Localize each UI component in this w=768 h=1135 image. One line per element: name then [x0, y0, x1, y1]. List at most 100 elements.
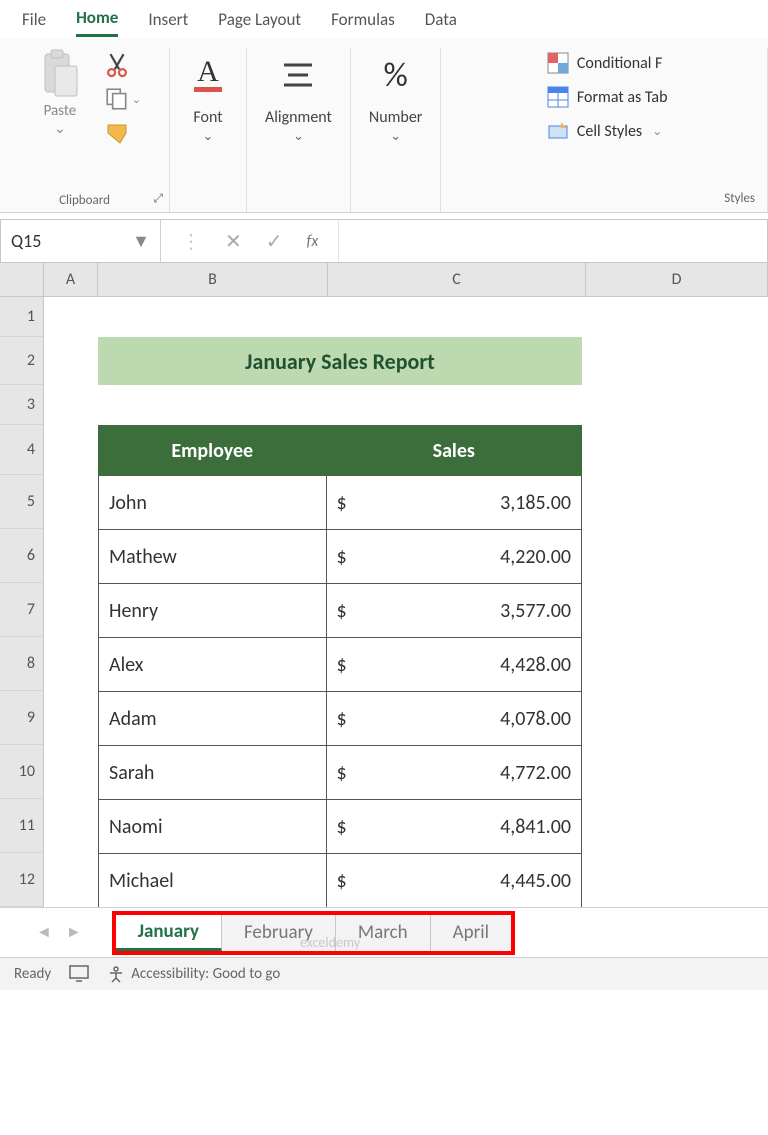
cell-sales[interactable]: $4,220.00	[326, 530, 581, 584]
group-label-number: Number	[369, 108, 422, 127]
sheet-tab-march[interactable]: March	[336, 915, 431, 951]
conditional-formatting-button[interactable]: Conditional F	[547, 52, 668, 74]
table-row: Adam$4,078.00	[99, 692, 582, 746]
row-header[interactable]: 7	[0, 583, 43, 637]
menu-tabs: File Home Insert Page Layout Formulas Data	[0, 0, 768, 38]
chevron-down-icon: ⌄	[203, 129, 214, 144]
table-header-sales: Sales	[326, 426, 581, 476]
spreadsheet-grid: A B C D 123456789101112 January Sales Re…	[0, 263, 768, 907]
cell-sales[interactable]: $3,577.00	[326, 584, 581, 638]
menu-tab-home[interactable]: Home	[76, 1, 118, 37]
ribbon-group-alignment[interactable]: Alignment ⌄	[247, 48, 351, 212]
menu-tab-file[interactable]: File	[22, 3, 46, 36]
fx-icon[interactable]: fx	[307, 232, 319, 251]
cell-employee[interactable]: Alex	[99, 638, 327, 692]
row-header[interactable]: 12	[0, 853, 43, 907]
cancel-icon[interactable]: ✕	[225, 229, 242, 254]
ribbon-group-styles: Conditional F Format as Tab Cell Styles …	[441, 48, 768, 212]
group-label-font: Font	[193, 108, 222, 127]
cell-employee[interactable]: John	[99, 476, 327, 530]
cell-sales[interactable]: $4,428.00	[326, 638, 581, 692]
chevron-down-icon: ⌄	[390, 129, 401, 144]
format-as-table-label: Format as Tab	[577, 88, 668, 107]
select-all-corner[interactable]	[0, 263, 44, 296]
row-header[interactable]: 2	[0, 337, 43, 385]
cell-sales[interactable]: $4,078.00	[326, 692, 581, 746]
column-header[interactable]: B	[98, 263, 328, 296]
row-header[interactable]: 10	[0, 745, 43, 799]
ribbon-group-number[interactable]: % Number ⌄	[351, 48, 441, 212]
name-box[interactable]: Q15 ▼	[1, 220, 161, 262]
table-row: Michael$4,445.00	[99, 854, 582, 908]
menu-tab-formulas[interactable]: Formulas	[331, 3, 395, 36]
chevron-down-icon: ⌄	[54, 120, 66, 137]
conditional-formatting-icon	[547, 52, 569, 74]
ribbon: Paste ⌄ ⌄	[0, 38, 768, 213]
sheet-tab-january[interactable]: January	[116, 915, 222, 951]
column-header[interactable]: C	[328, 263, 586, 296]
table-row: Naomi$4,841.00	[99, 800, 582, 854]
ribbon-group-clipboard: Paste ⌄ ⌄	[0, 48, 170, 212]
sheet-nav-next-icon[interactable]: ►	[66, 923, 82, 942]
cell-styles-icon	[547, 120, 569, 142]
cell-sales[interactable]: $4,445.00	[326, 854, 581, 908]
row-header[interactable]: 8	[0, 637, 43, 691]
row-header[interactable]: 6	[0, 529, 43, 583]
display-settings-icon[interactable]	[69, 965, 89, 983]
cell-sales[interactable]: $4,772.00	[326, 746, 581, 800]
table-row: Sarah$4,772.00	[99, 746, 582, 800]
sheet-nav-prev-icon[interactable]: ◄	[36, 923, 52, 942]
font-icon: A	[188, 53, 228, 97]
paste-button[interactable]: Paste ⌄	[28, 48, 92, 137]
ribbon-group-font[interactable]: A Font ⌄	[170, 48, 247, 212]
menu-tab-insert[interactable]: Insert	[148, 3, 188, 36]
cell-sales[interactable]: $3,185.00	[326, 476, 581, 530]
cell-employee[interactable]: Henry	[99, 584, 327, 638]
cut-icon[interactable]	[104, 52, 130, 78]
status-accessibility: Accessibility: Good to go	[131, 965, 280, 983]
copy-icon	[104, 86, 130, 112]
row-header[interactable]: 4	[0, 425, 43, 475]
chevron-down-icon: ⌄	[132, 93, 141, 106]
row-header[interactable]: 9	[0, 691, 43, 745]
group-label-clipboard: Clipboard	[59, 189, 110, 208]
svg-text:A: A	[197, 55, 219, 88]
row-header[interactable]: 5	[0, 475, 43, 529]
dialog-launcher-icon[interactable]: ⤢	[153, 192, 163, 206]
cell-styles-label: Cell Styles	[577, 122, 642, 141]
cell-employee[interactable]: Michael	[99, 854, 327, 908]
paste-label: Paste	[44, 102, 77, 120]
cell-employee[interactable]: Adam	[99, 692, 327, 746]
group-label-alignment: Alignment	[265, 108, 332, 127]
status-ready: Ready	[14, 965, 51, 983]
column-header[interactable]: A	[44, 263, 98, 296]
sheet-tab-february[interactable]: February	[222, 915, 336, 951]
formula-bar: Q15 ▼ ⋮ ✕ ✓ fx	[0, 219, 768, 263]
copy-button[interactable]: ⌄	[104, 86, 141, 112]
conditional-formatting-label: Conditional F	[577, 54, 663, 73]
cell-styles-button[interactable]: Cell Styles ⌄	[547, 120, 668, 142]
cell-employee[interactable]: Naomi	[99, 800, 327, 854]
cell-employee[interactable]: Mathew	[99, 530, 327, 584]
data-table: Employee Sales John$3,185.00Mathew$4,220…	[98, 425, 582, 908]
menu-tab-data[interactable]: Data	[425, 3, 457, 36]
format-painter-icon[interactable]	[104, 120, 134, 146]
row-header[interactable]: 3	[0, 385, 43, 425]
table-header-employee: Employee	[99, 426, 327, 476]
row-header[interactable]: 11	[0, 799, 43, 853]
table-row: John$3,185.00	[99, 476, 582, 530]
row-headers: 123456789101112	[0, 297, 44, 907]
cells-area[interactable]: January Sales Report Employee Sales John…	[44, 297, 768, 907]
accessibility-icon	[107, 965, 125, 983]
name-box-value: Q15	[11, 230, 41, 252]
sheet-tab-april[interactable]: April	[431, 915, 511, 951]
sheet-tabs-highlight: JanuaryFebruaryMarchApril	[112, 911, 515, 955]
menu-tab-page-layout[interactable]: Page Layout	[218, 3, 301, 36]
format-as-table-icon	[547, 86, 569, 108]
confirm-icon[interactable]: ✓	[266, 229, 283, 254]
column-header[interactable]: D	[586, 263, 768, 296]
cell-sales[interactable]: $4,841.00	[326, 800, 581, 854]
cell-employee[interactable]: Sarah	[99, 746, 327, 800]
format-as-table-button[interactable]: Format as Tab	[547, 86, 668, 108]
row-header[interactable]: 1	[0, 297, 43, 337]
